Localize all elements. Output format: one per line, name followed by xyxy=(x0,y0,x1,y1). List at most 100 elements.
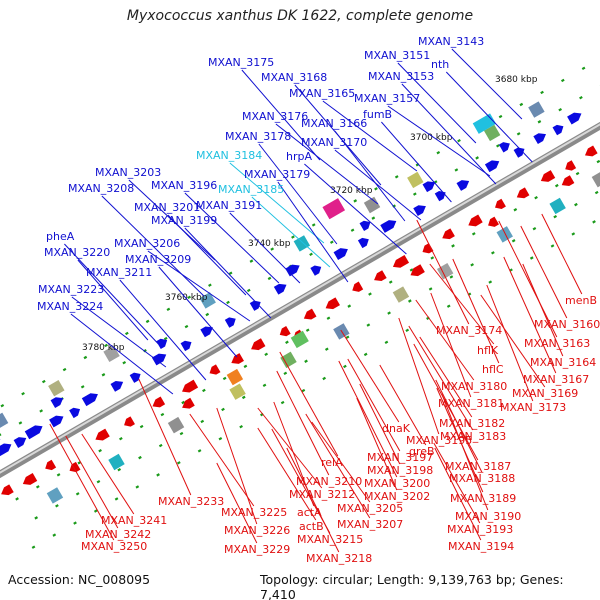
forward-gene-leader xyxy=(101,195,205,297)
position-tick xyxy=(592,220,596,224)
analysis-feature-box xyxy=(407,171,424,189)
forward-gene-arrow xyxy=(380,220,397,233)
position-tick xyxy=(15,497,19,501)
position-tick xyxy=(62,367,67,372)
genome-summary-text: Topology: circular; Length: 9,139,763 bp… xyxy=(260,572,564,600)
position-tick xyxy=(491,251,495,255)
analysis-feature-box xyxy=(229,383,246,400)
reverse-gene-arrow xyxy=(352,281,364,292)
position-tick xyxy=(114,497,119,501)
reverse-gene-arrow xyxy=(584,145,598,157)
position-tick xyxy=(283,371,288,375)
forward-gene-leader xyxy=(275,123,379,205)
forward-gene-label: MXAN_3165 xyxy=(289,87,355,100)
reverse-gene-leader xyxy=(486,284,534,402)
forward-gene-arrow xyxy=(567,112,582,125)
reverse-gene-label: MXAN_3212 xyxy=(289,488,355,501)
forward-gene-label: hrpA xyxy=(286,150,312,163)
forward-gene-label: MXAN_3153 xyxy=(368,70,434,83)
reverse-gene-leader xyxy=(429,263,495,345)
position-tick xyxy=(575,171,580,176)
position-tick xyxy=(488,280,493,284)
position-tick xyxy=(553,214,558,219)
highlight-feature-box xyxy=(322,198,346,220)
forward-gene-arrow xyxy=(249,300,261,311)
position-tick xyxy=(117,467,122,472)
forward-gene-label: MXAN_3176 xyxy=(242,110,308,123)
scale-label: 3740 kbp xyxy=(248,239,291,249)
position-tick xyxy=(125,331,129,336)
position-tick xyxy=(532,227,537,231)
forward-gene-arrow xyxy=(413,205,426,217)
reverse-gene-label: MXAN_3188 xyxy=(449,472,515,485)
position-tick xyxy=(540,90,544,95)
position-tick xyxy=(366,323,371,327)
position-tick xyxy=(574,202,578,207)
reverse-gene-leader xyxy=(279,351,339,457)
position-tick xyxy=(475,156,479,160)
forward-gene-leader xyxy=(322,100,418,172)
position-tick xyxy=(139,424,144,429)
position-tick xyxy=(387,311,391,315)
scale-label: 3700 kbp xyxy=(410,133,453,143)
forward-gene-arrow xyxy=(456,180,470,191)
forward-gene-label: MXAN_3220 xyxy=(44,246,110,259)
reverse-gene-leader xyxy=(433,442,481,524)
reverse-gene-arrow xyxy=(325,297,340,310)
reverse-gene-leader xyxy=(65,435,119,529)
position-tick xyxy=(457,138,461,143)
reverse-gene-label: MXAN_3198 xyxy=(367,464,433,477)
reverse-gene-leader xyxy=(216,462,258,544)
reverse-gene-label: MXAN_3241 xyxy=(101,514,167,527)
forward-gene-leader xyxy=(334,130,406,222)
position-tick xyxy=(239,424,243,429)
analysis-feature-box xyxy=(528,101,545,118)
position-tick xyxy=(436,150,441,155)
position-tick xyxy=(181,400,185,405)
position-tick xyxy=(571,232,576,236)
position-tick xyxy=(516,132,521,136)
reverse-gene-label: MXAN_3207 xyxy=(337,518,403,531)
forward-gene-label: MXAN_3175 xyxy=(208,56,274,69)
position-tick xyxy=(135,485,140,489)
reverse-gene-leader xyxy=(413,343,479,461)
position-tick xyxy=(304,359,308,363)
forward-gene-leader xyxy=(304,163,407,255)
genome-title: Myxococcus xanthus DK 1622, complete gen… xyxy=(126,8,474,24)
position-tick xyxy=(343,364,347,369)
forward-gene-label: MXAN_3143 xyxy=(418,35,484,48)
reverse-gene-label: MXAN_3229 xyxy=(224,543,290,556)
position-tick xyxy=(519,102,524,107)
reverse-gene-label: MXAN_3169 xyxy=(512,387,578,400)
forward-gene-label: MXAN_3209 xyxy=(125,253,191,266)
reverse-gene-arrow xyxy=(410,264,425,277)
reverse-gene-label: actA xyxy=(297,506,322,519)
position-tick xyxy=(329,240,334,244)
position-tick xyxy=(249,259,254,263)
forward-gene-leader xyxy=(77,259,149,341)
forward-gene-arrow xyxy=(200,326,213,338)
position-tick xyxy=(138,455,142,460)
reverse-gene-leader xyxy=(498,220,558,338)
reverse-gene-arrow xyxy=(45,459,57,471)
reverse-gene-label: MXAN_3193 xyxy=(447,523,513,536)
forward-gene-leader xyxy=(451,48,523,120)
position-tick xyxy=(104,343,108,348)
reverse-gene-label: MXAN_3195 xyxy=(406,434,472,447)
position-tick xyxy=(166,307,171,312)
position-tick xyxy=(241,395,246,400)
forward-gene-arrow xyxy=(50,397,64,409)
position-tick xyxy=(83,355,88,360)
reverse-gene-label: MXAN_3218 xyxy=(306,552,372,565)
position-tick xyxy=(581,66,586,71)
position-tick xyxy=(222,376,227,381)
position-tick xyxy=(205,312,210,317)
forward-gene-label: MXAN_3184 xyxy=(196,149,262,162)
reverse-gene-leader xyxy=(257,427,317,521)
forward-gene-leader xyxy=(387,105,491,177)
forward-gene-leader xyxy=(251,196,331,268)
position-tick xyxy=(200,419,205,424)
forward-gene-leader xyxy=(229,162,325,244)
position-tick xyxy=(80,385,85,389)
